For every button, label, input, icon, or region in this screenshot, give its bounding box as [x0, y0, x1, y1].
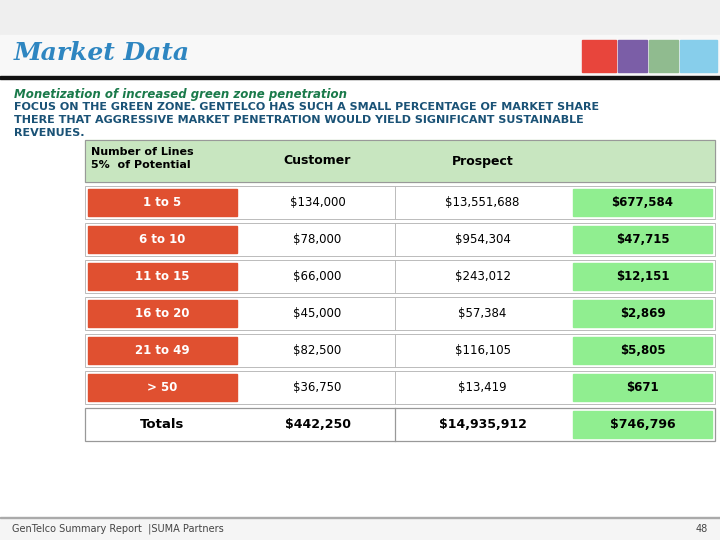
Bar [88, 337, 237, 364]
Bar [88, 263, 237, 290]
Bar [85, 186, 715, 219]
Bar [618, 40, 647, 72]
Text: $442,250: $442,250 [284, 418, 351, 431]
Bar [88, 374, 237, 401]
Text: 16 to 20: 16 to 20 [135, 307, 190, 320]
Text: 5%  of Potential: 5% of Potential [91, 160, 191, 170]
Text: 21 to 49: 21 to 49 [135, 344, 190, 357]
Text: $14,935,912: $14,935,912 [438, 418, 526, 431]
Bar [0, 517, 720, 518]
Text: $45,000: $45,000 [293, 307, 341, 320]
Bar [573, 374, 712, 401]
Text: $82,500: $82,500 [293, 344, 341, 357]
Bar [85, 371, 715, 404]
Text: Number of Lines: Number of Lines [91, 147, 194, 157]
Bar [573, 226, 712, 253]
Text: Monetization of increased green zone penetration: Monetization of increased green zone pen… [14, 88, 347, 101]
Bar [85, 223, 715, 256]
Bar [85, 260, 715, 293]
Text: Totals: Totals [140, 418, 185, 431]
Bar [85, 334, 715, 367]
Text: $671: $671 [626, 381, 659, 394]
Bar [85, 297, 715, 330]
Bar [85, 186, 715, 219]
Text: $746,796: $746,796 [610, 418, 675, 431]
Text: $954,304: $954,304 [454, 233, 510, 246]
Text: THERE THAT AGGRESSIVE MARKET PENETRATION WOULD YIELD SIGNIFICANT SUSTAINABLE: THERE THAT AGGRESSIVE MARKET PENETRATION… [14, 115, 584, 125]
Text: REVENUES.: REVENUES. [14, 128, 84, 138]
Text: $57,384: $57,384 [459, 307, 507, 320]
Bar [85, 260, 715, 293]
Text: 48: 48 [696, 524, 708, 534]
Text: $13,419: $13,419 [458, 381, 507, 394]
Bar [85, 408, 715, 441]
Text: Prospect: Prospect [451, 154, 513, 167]
Text: 1 to 5: 1 to 5 [143, 196, 181, 209]
Text: $66,000: $66,000 [293, 270, 342, 283]
Bar [85, 408, 715, 441]
Bar [573, 189, 712, 216]
Bar [0, 76, 720, 79]
Text: $12,151: $12,151 [616, 270, 670, 283]
Text: $2,869: $2,869 [620, 307, 665, 320]
Text: Market Data: Market Data [14, 41, 190, 65]
Text: $47,715: $47,715 [616, 233, 670, 246]
Bar [85, 223, 715, 256]
Text: 11 to 15: 11 to 15 [135, 270, 190, 283]
Text: $116,105: $116,105 [454, 344, 510, 357]
Text: Customer: Customer [284, 154, 351, 167]
Bar [85, 297, 715, 330]
Bar [88, 300, 237, 327]
Text: $13,551,688: $13,551,688 [445, 196, 520, 209]
Bar [573, 411, 712, 438]
Bar [0, 35, 720, 77]
Bar [88, 226, 237, 253]
Text: $134,000: $134,000 [289, 196, 346, 209]
Bar [85, 371, 715, 404]
Bar [85, 140, 715, 182]
Bar [649, 40, 678, 72]
Bar [573, 263, 712, 290]
Text: $243,012: $243,012 [454, 270, 510, 283]
Text: $78,000: $78,000 [293, 233, 341, 246]
Bar [85, 140, 715, 182]
Bar [85, 334, 715, 367]
Text: FOCUS ON THE GREEN ZONE. GENTELCO HAS SUCH A SMALL PERCENTAGE OF MARKET SHARE: FOCUS ON THE GREEN ZONE. GENTELCO HAS SU… [14, 102, 599, 112]
Bar [582, 40, 616, 72]
Bar [573, 337, 712, 364]
Bar [0, 0, 720, 35]
Bar [0, 518, 720, 540]
Text: $677,584: $677,584 [611, 196, 673, 209]
Text: $36,750: $36,750 [293, 381, 342, 394]
Text: $5,805: $5,805 [620, 344, 665, 357]
Text: > 50: > 50 [148, 381, 178, 394]
Bar [680, 40, 717, 72]
Bar [573, 300, 712, 327]
Bar [88, 189, 237, 216]
Text: 6 to 10: 6 to 10 [139, 233, 186, 246]
Text: GenTelco Summary Report  |SUMA Partners: GenTelco Summary Report |SUMA Partners [12, 524, 224, 534]
